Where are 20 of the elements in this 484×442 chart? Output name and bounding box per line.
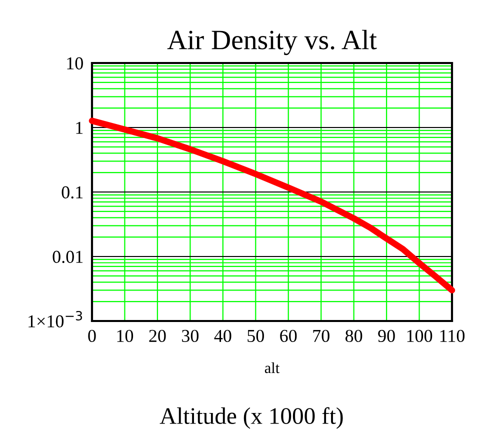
x-tick-label: 0 [88, 330, 96, 342]
y-tick-label: 1 [76, 122, 83, 134]
x-tick-label: 10 [117, 330, 134, 342]
x-tick-label: 70 [313, 330, 330, 342]
x-tick-label: 80 [345, 330, 362, 342]
y-tick-label: 0.01 [52, 250, 83, 264]
x-tick-label: 60 [280, 330, 297, 342]
y-tick-label: 0.1 [62, 186, 83, 199]
y-tick-label: 10 [67, 57, 83, 70]
y-tick-label: 1×10$^{−3}$ [28, 310, 82, 328]
text: Altitude (x 1000 ft) [160, 407, 343, 429]
x-tick-label: 30 [182, 330, 199, 342]
chart-title: Air Density vs. Alt [167, 30, 377, 56]
x-tick-label: 50 [248, 330, 264, 342]
x-tick-label: 110 [440, 330, 465, 342]
x-tick-label: 90 [378, 330, 395, 342]
x-tick-label: 100 [407, 330, 432, 342]
x-axis-title: alt [264, 362, 280, 374]
x-tick-label: 40 [214, 330, 232, 342]
x-tick-label: 20 [149, 330, 166, 342]
